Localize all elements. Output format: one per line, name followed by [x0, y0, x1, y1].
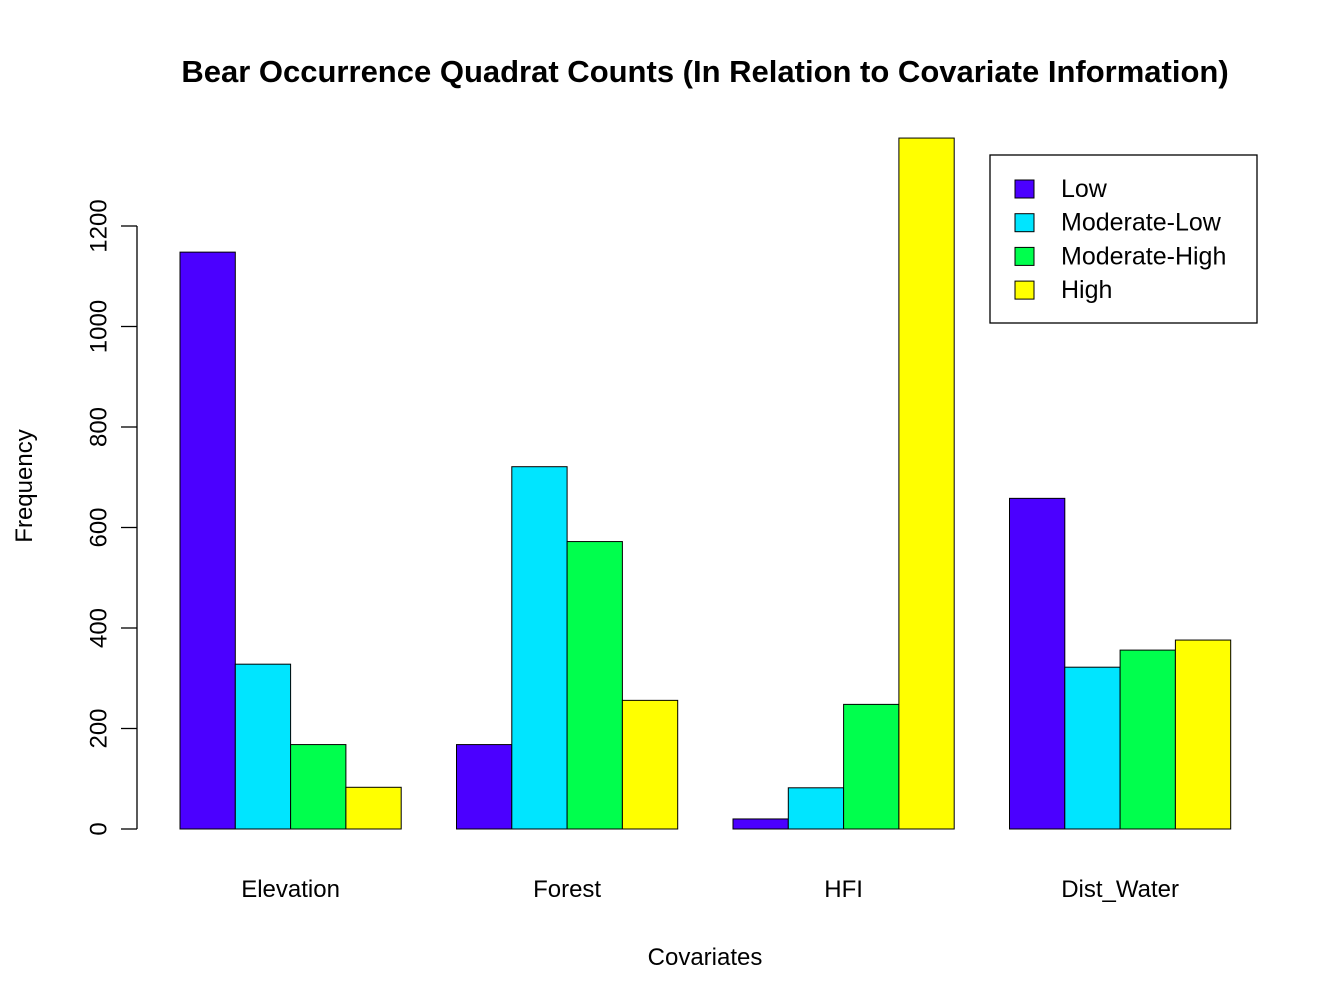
bar-elevation-moderate-low	[234, 663, 292, 830]
x-tick-label: Forest	[533, 876, 601, 903]
bar-forest-high	[621, 699, 679, 830]
bar-dist-water-low	[1009, 497, 1066, 830]
bar-hfi-high	[898, 137, 955, 830]
bar-hfi-low	[732, 818, 789, 830]
x-tick-label: Elevation	[241, 876, 340, 903]
bar-elevation-moderate-high	[290, 744, 347, 830]
legend-label: High	[1061, 276, 1112, 304]
bar-dist-water-moderate-low	[1064, 666, 1121, 830]
y-tick-label: 400	[86, 608, 113, 648]
bar-forest-moderate-low	[511, 466, 568, 830]
legend-swatch-low	[1014, 179, 1035, 199]
y-axis-label: Frequency	[11, 429, 38, 542]
legend-swatch-moderate-low	[1014, 213, 1035, 233]
bar-hfi-moderate-low	[787, 787, 845, 830]
legend-label: Low	[1061, 175, 1108, 203]
legend: Low Moderate-Low Moderate-High High	[989, 154, 1258, 324]
bar-elevation-high	[345, 786, 402, 830]
x-tick-label: Dist_Water	[1061, 876, 1179, 903]
legend-swatch-moderate-high	[1014, 246, 1035, 266]
bars	[179, 137, 1232, 830]
y-tick-label: 0	[86, 822, 113, 835]
y-tick-label: 200	[86, 708, 113, 748]
bar-dist-water-moderate-high	[1119, 649, 1176, 830]
bar-elevation-low	[179, 251, 236, 830]
y-tick-label: 1000	[86, 300, 113, 353]
y-tick-label: 600	[86, 507, 113, 547]
y-axis: 0 200 400 600 800 1000 1200	[86, 199, 138, 836]
x-axis-label: Covariates	[648, 944, 763, 971]
bar-hfi-moderate-high	[843, 703, 900, 830]
x-tick-labels: Elevation Forest HFI Dist_Water	[241, 876, 1179, 903]
legend-label: Moderate-Low	[1061, 209, 1222, 237]
y-tick-label: 1200	[86, 199, 113, 252]
legend-label: Moderate-High	[1061, 242, 1226, 270]
y-tick-label: 800	[86, 407, 113, 447]
bar-forest-moderate-high	[566, 541, 623, 830]
bar-forest-low	[456, 744, 513, 830]
bar-dist-water-high	[1174, 639, 1232, 830]
chart-title: Bear Occurrence Quadrat Counts (In Relat…	[181, 54, 1228, 89]
legend-swatch-high	[1014, 280, 1035, 300]
x-tick-label: HFI	[824, 876, 863, 903]
